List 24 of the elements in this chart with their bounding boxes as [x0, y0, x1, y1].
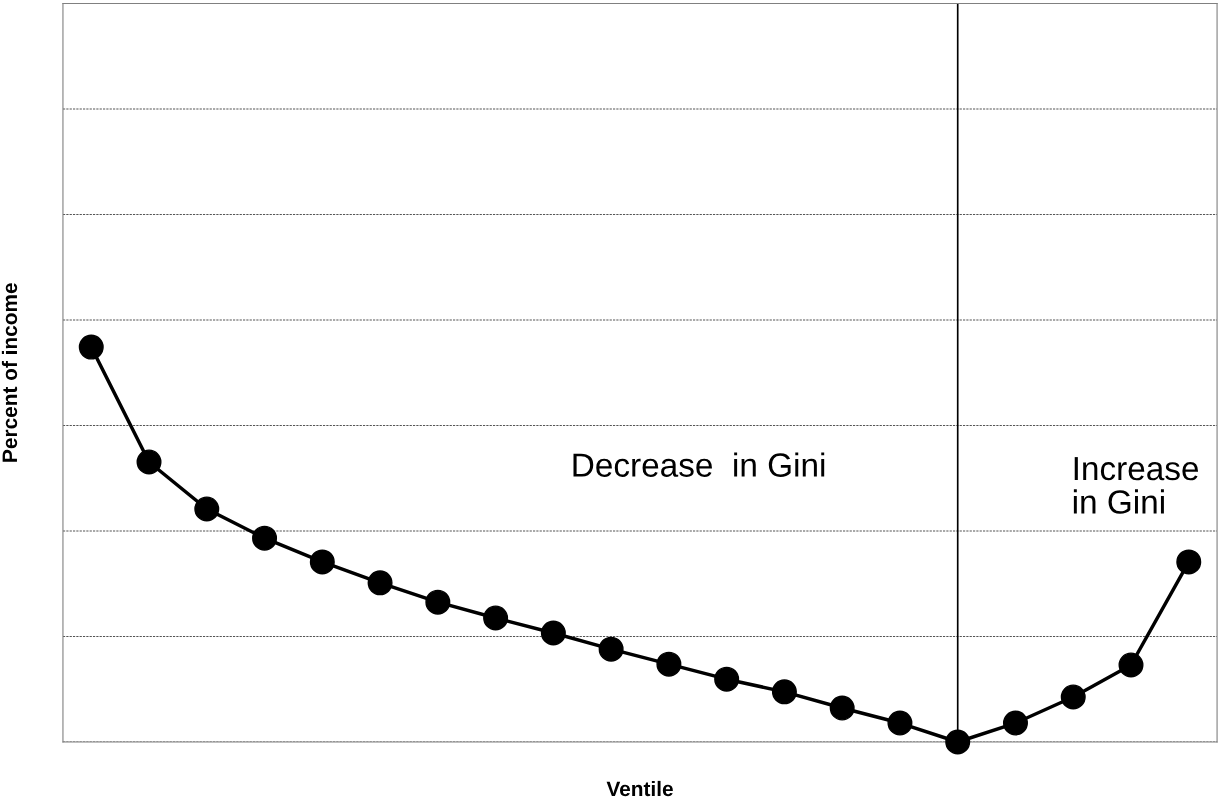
point [1060, 684, 1086, 710]
point [714, 666, 740, 692]
point [425, 589, 451, 615]
point [483, 605, 509, 631]
y-axis-title: Percent of income [1, 283, 18, 462]
annotation: Decrease in Gini [573, 452, 825, 477]
point [1118, 652, 1144, 678]
point [540, 620, 566, 646]
point [252, 525, 278, 551]
x-axis-title: Ventile [606, 780, 673, 797]
point [309, 549, 335, 575]
point [1002, 710, 1028, 736]
point [771, 679, 797, 705]
annotation: Increase in Gini [1073, 457, 1199, 514]
point [829, 695, 855, 721]
point [136, 449, 162, 475]
point [598, 636, 624, 662]
point [367, 570, 393, 596]
point [945, 729, 971, 755]
point [656, 651, 682, 677]
point [78, 334, 104, 360]
point [887, 710, 913, 736]
point [1176, 549, 1202, 575]
point [194, 496, 220, 522]
